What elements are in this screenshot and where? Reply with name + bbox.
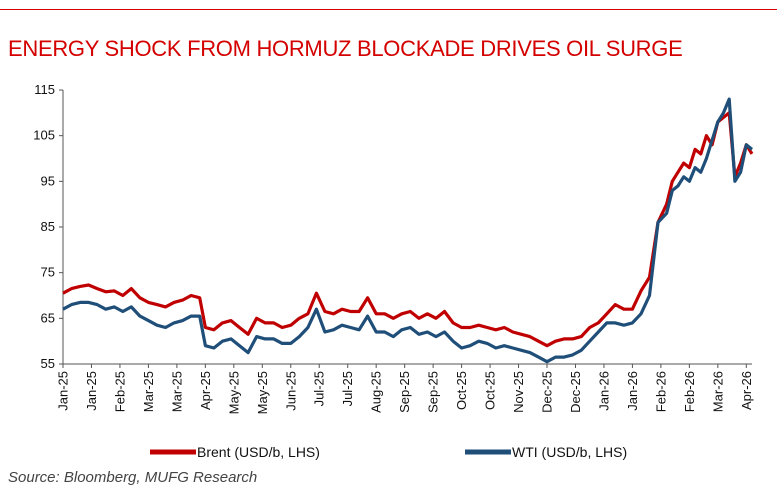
x-tick-label: Oct-25 (483, 371, 498, 410)
x-tick-label: Oct-25 (454, 371, 469, 410)
x-tick-label: Jul-25 (340, 371, 355, 406)
y-tick-label: 115 (34, 82, 55, 97)
source-note: Source: Bloomberg, MUFG Research (8, 469, 258, 486)
series-line-brent (62, 111, 754, 348)
x-tick-label: Dec-25 (540, 371, 555, 413)
x-tick-label: Dec-25 (568, 371, 583, 413)
x-tick-label: May-25 (255, 371, 270, 414)
x-tick-label: Sep-25 (397, 371, 412, 413)
x-tick-label: Apr-26 (739, 371, 754, 410)
y-tick-label: 55 (41, 356, 55, 371)
x-tick-label: Feb-26 (653, 371, 668, 412)
x-tick-label: Mar-25 (141, 371, 156, 412)
y-tick-label: 75 (41, 265, 55, 280)
series-lines (62, 97, 754, 364)
x-tick-label: Apr-25 (198, 371, 213, 410)
x-tick-label: Aug-25 (369, 371, 384, 413)
x-tick-label: May-25 (226, 371, 241, 414)
legend: Brent (USD/b, LHS) WTI (USD/b, LHS) (150, 444, 627, 460)
x-tick-label: Feb-25 (112, 371, 127, 412)
x-tick-label: Jan-25 (84, 371, 99, 411)
y-axis-ticks: 55 65 75 85 95 105 115 (33, 82, 63, 371)
y-tick-label: 85 (41, 219, 55, 234)
x-tick-label: Jul-25 (312, 371, 327, 406)
series-line-wti (62, 97, 754, 364)
legend-label-brent: Brent (USD/b, LHS) (197, 444, 320, 460)
x-tick-label: Mar-25 (169, 371, 184, 412)
x-tick-label: Jan-26 (596, 371, 611, 411)
y-tick-label: 95 (41, 173, 55, 188)
top-rule (0, 9, 777, 10)
axes (62, 90, 752, 365)
x-tick-label: Nov-25 (511, 371, 526, 413)
x-axis-ticks: Jan-25 Jan-25 Feb-25 Mar-25 Mar-25 Apr-25 May-… (56, 364, 754, 414)
x-tick-label: Jan-26 (625, 371, 640, 411)
x-tick-label: Mar-26 (710, 371, 725, 412)
y-tick-label: 65 (41, 310, 55, 325)
x-tick-label: Jan-25 (56, 371, 71, 411)
y-tick-label: 105 (33, 128, 55, 143)
chart-title: ENERGY SHOCK FROM HORMUZ BLOCKADE DRIVES… (8, 36, 683, 61)
x-tick-label: Feb-26 (682, 371, 697, 412)
x-tick-label: Sep-25 (426, 371, 441, 413)
legend-label-wti: WTI (USD/b, LHS) (512, 444, 627, 460)
x-tick-label: Jun-25 (283, 371, 298, 411)
